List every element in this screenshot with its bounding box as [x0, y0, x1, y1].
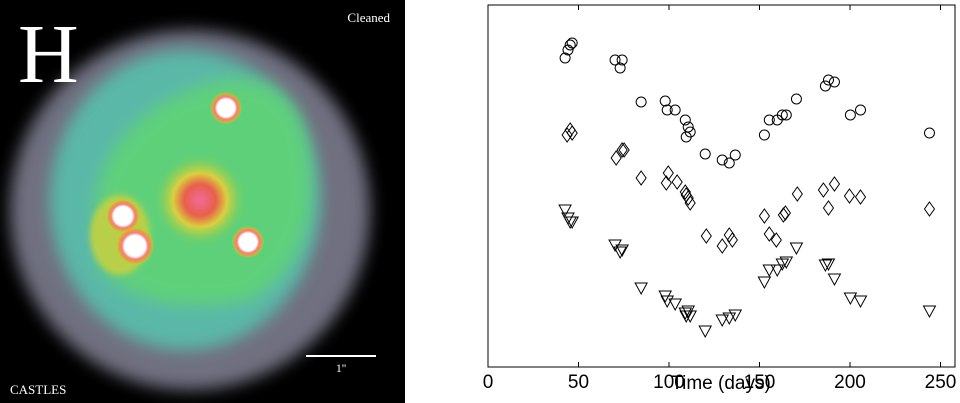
point [613, 246, 627, 260]
point [758, 129, 770, 141]
point [561, 127, 573, 143]
point [661, 104, 673, 116]
point [662, 165, 674, 181]
point [770, 232, 782, 248]
point [822, 74, 834, 86]
point [723, 157, 735, 169]
point [566, 125, 578, 141]
point [610, 150, 622, 166]
point [728, 309, 743, 323]
point [564, 122, 576, 138]
point [635, 96, 647, 108]
point [564, 39, 576, 51]
point [679, 184, 691, 200]
point [635, 170, 647, 186]
point [843, 292, 858, 306]
point [684, 195, 696, 211]
point [821, 258, 836, 272]
lens-image: H Cleaned CASTLES 1'' [0, 0, 405, 403]
plot-frame [487, 4, 956, 368]
point [828, 176, 841, 192]
point [659, 95, 671, 107]
point [715, 314, 730, 328]
point [779, 205, 792, 221]
point [762, 264, 777, 278]
point [757, 276, 772, 290]
x-tick-label: 0 [483, 372, 494, 393]
point [775, 258, 790, 272]
point [679, 114, 691, 126]
point [559, 52, 571, 64]
point [609, 54, 621, 66]
scale-label: 1'' [336, 361, 346, 375]
point [616, 54, 628, 66]
point [763, 226, 775, 242]
point [615, 244, 629, 258]
point [700, 228, 712, 244]
point [563, 216, 578, 230]
point [566, 37, 578, 49]
point [634, 282, 648, 296]
point [616, 142, 628, 158]
x-axis-label: Time (days) [671, 373, 771, 394]
point [671, 174, 683, 190]
point [729, 149, 741, 161]
point [827, 273, 842, 287]
point [678, 307, 693, 321]
point [684, 126, 696, 138]
point [780, 109, 792, 121]
point [668, 298, 683, 312]
point [716, 238, 728, 254]
point [855, 104, 867, 116]
point [923, 127, 935, 139]
point [818, 259, 833, 273]
point [923, 201, 936, 217]
band-label: H [18, 8, 79, 101]
x-tick-label: 250 [925, 372, 957, 393]
point [777, 207, 790, 223]
point [558, 204, 572, 218]
point [819, 80, 831, 92]
x-tick-label: 100 [653, 372, 685, 393]
credit-label: CASTLES [10, 382, 66, 397]
x-tick-label: 150 [744, 372, 776, 393]
point [758, 208, 771, 224]
point [763, 114, 775, 126]
point [817, 182, 830, 198]
point [614, 62, 626, 74]
point [618, 142, 630, 158]
point [776, 109, 788, 121]
point [844, 109, 856, 121]
point [682, 121, 694, 133]
point [779, 256, 794, 270]
point [682, 190, 694, 206]
point [791, 186, 803, 202]
point [828, 76, 840, 88]
point [716, 154, 728, 166]
point [770, 264, 785, 278]
point [669, 104, 681, 116]
point [699, 148, 711, 160]
x-tick-label: 200 [834, 372, 866, 393]
point [843, 188, 856, 204]
point [722, 312, 737, 326]
x-tick-label: 50 [568, 372, 589, 393]
point [565, 216, 580, 230]
status-label: Cleaned [347, 10, 390, 25]
point [790, 93, 802, 105]
point [789, 242, 804, 256]
point [822, 200, 835, 216]
point [660, 175, 672, 191]
point [853, 295, 868, 309]
point [854, 189, 867, 205]
point [723, 227, 735, 243]
point [922, 305, 937, 319]
point [698, 325, 713, 339]
point [683, 310, 698, 324]
point [726, 232, 738, 248]
